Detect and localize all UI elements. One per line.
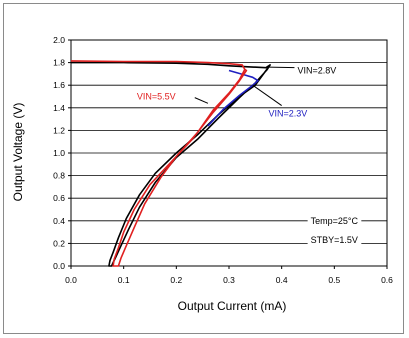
y-tick-label-8: 1.6 xyxy=(53,80,65,90)
y-axis-ticks: 0.0 0.2 0.4 0.6 0.8 1.0 1.2 1.4 1.6 1.8 2.0 xyxy=(53,35,71,271)
annotation-bg-3 xyxy=(307,213,362,227)
x-tick-label-4: 0.4 xyxy=(276,275,288,285)
chart-frame xyxy=(3,3,404,334)
series-line-vin-2-8v xyxy=(71,61,271,267)
series-layer xyxy=(70,60,271,267)
annotations: VIN=2.8V VIN=2.3V VIN=5.5V Temp=25°C STBY=1.… xyxy=(137,63,362,247)
series-line-vin-2-3v xyxy=(207,69,259,127)
annotation-label-3: Temp=25°C xyxy=(311,216,359,226)
annotation-label-2: VIN=5.5V xyxy=(137,92,176,102)
y-tick-label-6: 1.2 xyxy=(53,125,65,135)
annotation-leaders xyxy=(194,66,295,106)
x-axis-title: Output Current (mA) xyxy=(178,299,287,313)
series-line-vin-5-5v xyxy=(70,60,248,267)
x-tick-label-3: 0.3 xyxy=(223,275,235,285)
y-tick-label-3: 0.6 xyxy=(53,193,65,203)
y-tick-label-9: 1.8 xyxy=(53,58,65,68)
annotation-label-4: STBY=1.5V xyxy=(311,235,358,245)
annotation-bg-4 xyxy=(307,233,362,247)
y-tick-label-1: 0.2 xyxy=(53,238,65,248)
x-tick-label-1: 0.1 xyxy=(118,275,130,285)
y-tick-label-2: 0.4 xyxy=(53,216,65,226)
x-tick-label-2: 0.2 xyxy=(170,275,182,285)
annotation-label-0: VIN=2.8V xyxy=(297,66,336,76)
annotation-leader-2 xyxy=(194,97,209,104)
y-tick-label-0: 0.0 xyxy=(53,261,65,271)
y-tick-label-7: 1.4 xyxy=(53,103,65,113)
y-tick-label-5: 1.0 xyxy=(53,148,65,158)
x-axis-ticks: 0.0 0.1 0.2 0.3 0.4 0.5 0.6 xyxy=(65,266,393,285)
y-axis-title: Output Voltage (V) xyxy=(11,103,25,202)
y-tick-label-4: 0.8 xyxy=(53,171,65,181)
annotation-label-1: VIN=2.3V xyxy=(269,108,308,118)
x-tick-label-5: 0.5 xyxy=(328,275,340,285)
annotation-bg-0 xyxy=(294,63,343,77)
x-tick-label-6: 0.6 xyxy=(381,275,393,285)
y-tick-label-10: 2.0 xyxy=(53,35,65,45)
x-tick-label-0: 0.0 xyxy=(65,275,77,285)
annotation-leader-0 xyxy=(268,66,295,69)
annotation-leader-1 xyxy=(252,84,282,106)
